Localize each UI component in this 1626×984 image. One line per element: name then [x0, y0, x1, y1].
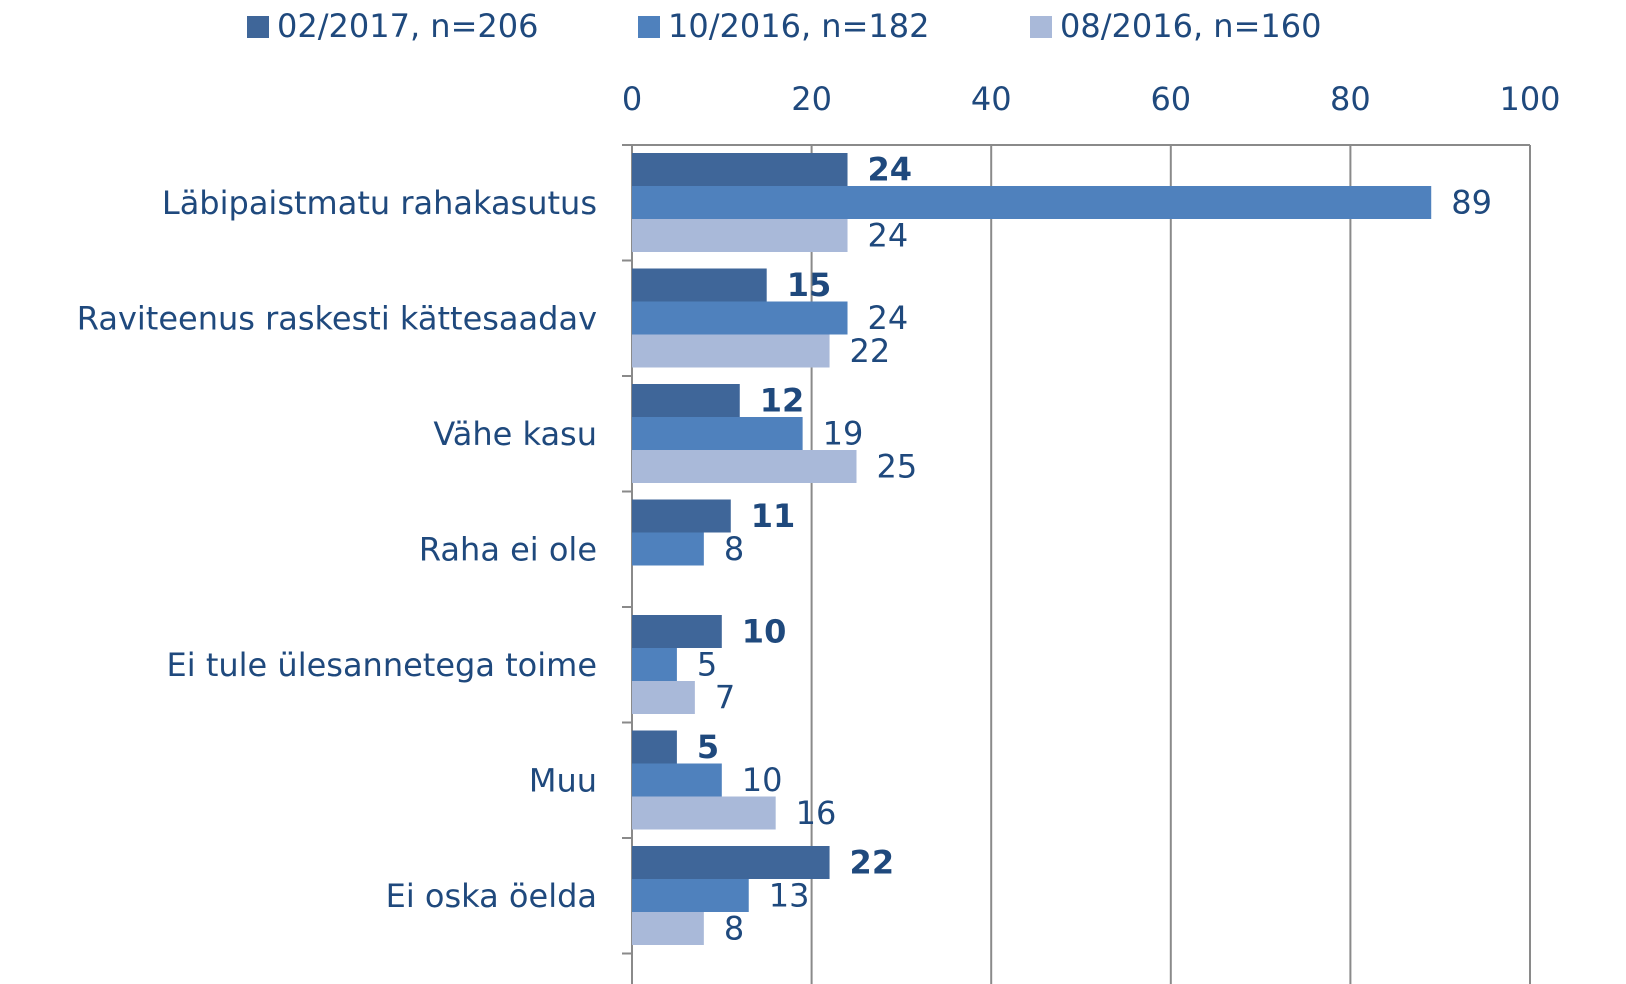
data-label: 7 [715, 679, 735, 717]
bar [632, 384, 740, 417]
data-label: 11 [751, 497, 796, 535]
bar [632, 763, 722, 797]
data-label: 13 [769, 877, 810, 915]
x-tick-label: 40 [971, 80, 1012, 118]
bar [632, 532, 704, 566]
bar [632, 450, 857, 483]
data-label: 22 [850, 332, 891, 370]
data-label: 25 [877, 448, 918, 486]
bar [632, 153, 848, 186]
data-label: 24 [868, 151, 913, 189]
y-tick-label: Vähe kasu [433, 415, 597, 453]
data-label: 5 [697, 728, 719, 766]
data-label: 5 [697, 646, 717, 684]
legend-swatch [1030, 16, 1052, 38]
bar [632, 846, 830, 879]
bar [632, 796, 776, 830]
bar [632, 301, 848, 335]
bar [632, 879, 749, 912]
legend-label: 02/2017, n=206 [277, 7, 538, 45]
legend-label: 08/2016, n=160 [1060, 7, 1321, 45]
x-tick-label: 100 [1499, 80, 1560, 118]
y-tick-label: Läbipaistmatu rahakasutus [162, 184, 597, 222]
bar [632, 730, 677, 764]
y-tick-label: Raha ei ole [419, 530, 597, 568]
data-label: 8 [724, 910, 744, 948]
bar [632, 912, 704, 945]
bar [632, 499, 731, 533]
data-label: 10 [742, 761, 783, 799]
data-label: 15 [787, 266, 832, 304]
bar [632, 268, 767, 302]
bar [632, 648, 677, 681]
data-label: 24 [868, 299, 909, 337]
x-tick-label: 60 [1150, 80, 1191, 118]
legend-label: 10/2016, n=182 [668, 7, 929, 45]
bar [632, 417, 803, 450]
data-label: 89 [1451, 184, 1492, 222]
bar [632, 186, 1432, 219]
data-label: 24 [868, 217, 909, 255]
data-label: 8 [724, 530, 744, 568]
data-label: 19 [823, 415, 864, 453]
data-label: 22 [850, 844, 895, 882]
data-label: 12 [760, 382, 805, 420]
bar [632, 219, 848, 252]
legend-swatch [247, 16, 269, 38]
data-label: 10 [742, 613, 787, 651]
data-label: 16 [796, 794, 837, 832]
y-tick-label: Muu [529, 761, 597, 799]
bar [632, 334, 830, 368]
y-tick-label: Ei oska öelda [386, 877, 597, 915]
y-tick-label: Ei tule ülesannetega toime [167, 646, 597, 684]
x-tick-label: 0 [622, 80, 642, 118]
x-tick-label: 20 [791, 80, 832, 118]
bar [632, 681, 695, 714]
x-tick-label: 80 [1330, 80, 1371, 118]
legend-swatch [638, 16, 660, 38]
bar [632, 615, 722, 648]
y-tick-label: Raviteenus raskesti kättesaadav [77, 299, 597, 337]
